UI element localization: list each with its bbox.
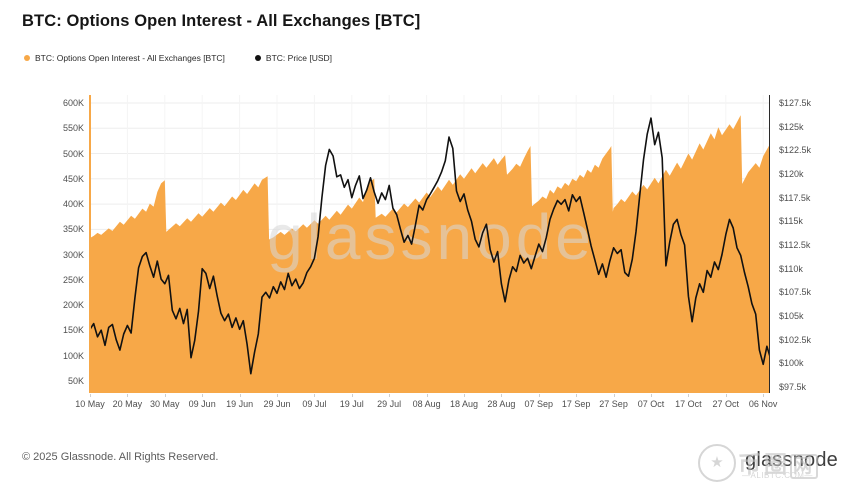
y-right-tick: $125k xyxy=(779,121,804,132)
x-axis-tickmark xyxy=(239,394,241,397)
y-right-tick: $115k xyxy=(779,216,803,227)
x-axis-tick: 27 Oct xyxy=(712,399,740,409)
x-axis-tick: 07 Oct xyxy=(637,399,665,409)
y-left-tick: 250K xyxy=(62,274,84,285)
x-axis-tick: 27 Sep xyxy=(599,399,628,409)
x-axis-tickmark xyxy=(127,394,129,397)
y-right-tick: $122.5k xyxy=(779,145,812,156)
x-axis-tick: 28 Aug xyxy=(487,399,516,409)
x-axis-tick: 08 Aug xyxy=(412,399,441,409)
x-axis-tickmark xyxy=(650,394,652,397)
y-left-tick: 550K xyxy=(62,123,84,134)
y-left-tick: 200K xyxy=(62,300,84,311)
x-axis-tickmark xyxy=(389,394,391,397)
y-right-tick: $102.5k xyxy=(779,334,812,345)
legend: BTC: Options Open Interest - All Exchang… xyxy=(24,53,332,63)
y-left-tick: 100K xyxy=(62,350,84,361)
y-left-tick: 150K xyxy=(62,325,84,336)
y-right-tick: $105k xyxy=(779,311,804,321)
y-left-tick: 300K xyxy=(62,249,84,260)
page-title: BTC: Options Open Interest - All Exchang… xyxy=(22,12,421,30)
y-right-tick: $107.5k xyxy=(779,287,812,298)
y-left-tick: 400K xyxy=(62,199,84,210)
y-left-tick: 450K xyxy=(62,173,84,184)
x-axis-tickmark xyxy=(763,394,765,397)
x-axis-tick: 10 May xyxy=(75,399,105,409)
y-right-tick: $97.5k xyxy=(779,382,807,392)
seal-stamp-icon: ★ xyxy=(698,444,736,482)
x-axis-tickmark xyxy=(576,394,578,397)
y-left-tick: 350K xyxy=(62,224,84,235)
x-axis-tick: 06 Nov xyxy=(748,399,778,409)
y-right-tick: $120k xyxy=(779,169,804,179)
y-left-tick: 500K xyxy=(62,148,84,159)
x-axis-tick: 19 Jul xyxy=(339,399,364,409)
watermark-site-text: —ALIBTC.COM— xyxy=(742,471,813,480)
legend-item-open-interest[interactable]: BTC: Options Open Interest - All Exchang… xyxy=(24,53,225,63)
x-axis-tickmark xyxy=(314,394,316,397)
x-axis-tickmark xyxy=(276,394,278,397)
x-axis-tickmark xyxy=(463,394,465,397)
x-axis-tick: 07 Sep xyxy=(524,399,554,409)
x-axis-tickmark xyxy=(426,394,428,397)
x-axis-tick: 19 Jun xyxy=(226,399,254,409)
y-right-tick: $117.5k xyxy=(779,192,811,203)
y-right-tick: $112.5k xyxy=(779,240,811,250)
x-axis-tick: 18 Aug xyxy=(449,399,478,409)
y-left-tick: 50K xyxy=(67,375,84,386)
price-line xyxy=(89,117,770,375)
x-axis-tickmark xyxy=(164,394,166,397)
chart-plot-area[interactable]: glassnode xyxy=(89,95,770,393)
x-axis-tick: 29 Jun xyxy=(263,399,291,409)
x-axis-tick: 17 Oct xyxy=(675,399,702,409)
copyright-text: © 2025 Glassnode. All Rights Reserved. xyxy=(22,451,219,463)
x-axis-tick: 17 Sep xyxy=(561,399,591,409)
y-right-tick: $127.5k xyxy=(779,98,812,108)
orange-series-dot-icon xyxy=(24,55,30,61)
glassnode-logo: glassnode xyxy=(745,449,838,471)
x-axis-tickmark xyxy=(725,394,727,397)
x-axis-tick: 09 Jun xyxy=(188,399,216,409)
x-axis-tickmark xyxy=(90,394,91,397)
x-axis-tick: 20 May xyxy=(112,399,143,409)
y-left-tick: 600K xyxy=(62,98,84,108)
x-axis-tick: 30 May xyxy=(150,399,180,409)
y-right-tick: $110k xyxy=(779,263,803,274)
black-series-dot-icon xyxy=(254,55,261,61)
x-axis-tickmark xyxy=(613,394,615,397)
x-axis-tickmark xyxy=(351,394,353,397)
x-axis-tickmark xyxy=(202,394,204,397)
x-axis-tickmark xyxy=(538,394,540,397)
legend-label-price: BTC: Price [USD] xyxy=(265,53,333,63)
y-right-tick: $100k xyxy=(779,358,804,369)
legend-label-open-interest: BTC: Options Open Interest - All Exchang… xyxy=(35,53,225,63)
legend-item-price[interactable]: BTC: Price [USD] xyxy=(254,53,333,63)
x-axis-tickmark xyxy=(501,394,503,397)
x-axis-tickmark xyxy=(688,394,690,397)
x-axis-tick: 09 Jul xyxy=(302,399,327,409)
x-axis-tick: 29 Jul xyxy=(377,399,402,409)
